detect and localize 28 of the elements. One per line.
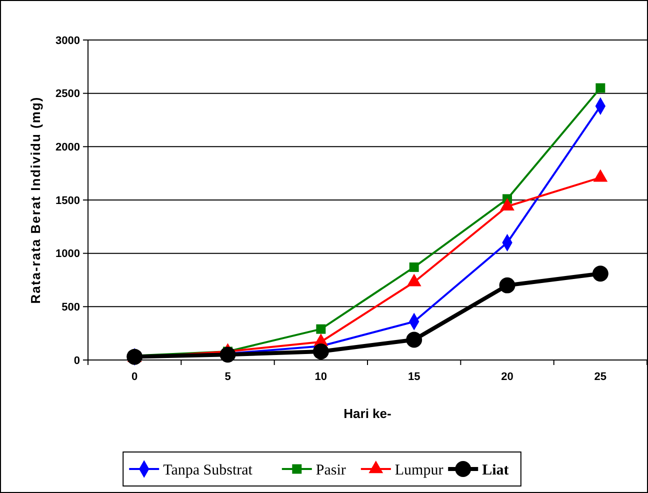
point — [316, 324, 326, 334]
x-tick-label: 0 — [132, 371, 138, 383]
y-tick-label: 0 — [74, 354, 80, 367]
y-tick-label: 1500 — [56, 194, 80, 207]
y-tick-label: 3000 — [56, 34, 80, 47]
x-tick-label: 5 — [224, 371, 231, 383]
x-axis-title: Hari ke- — [344, 406, 392, 421]
legend-label: Tanpa Substrat — [163, 462, 254, 478]
point — [220, 346, 236, 363]
x-tick-label: 20 — [501, 371, 514, 383]
point — [499, 277, 516, 294]
legend-label: Pasir — [316, 462, 346, 478]
legend-label: Liat — [482, 462, 509, 478]
point — [126, 348, 143, 365]
y-tick-label: 2000 — [56, 142, 80, 154]
legend-label: Lumpur — [394, 462, 444, 478]
x-tick-label: 15 — [408, 371, 420, 383]
x-tick-label: 10 — [314, 371, 328, 383]
y-axis-title: Rata-rata Berat Individu (mg) — [28, 96, 43, 304]
y-tick-label: 2500 — [56, 88, 80, 100]
point — [406, 332, 422, 348]
point — [312, 344, 329, 360]
point — [596, 83, 606, 93]
point — [409, 262, 419, 272]
point — [592, 266, 608, 282]
x-tick-label: 25 — [594, 371, 607, 383]
y-tick-label: 500 — [62, 302, 80, 314]
y-tick-label: 1000 — [56, 248, 80, 260]
